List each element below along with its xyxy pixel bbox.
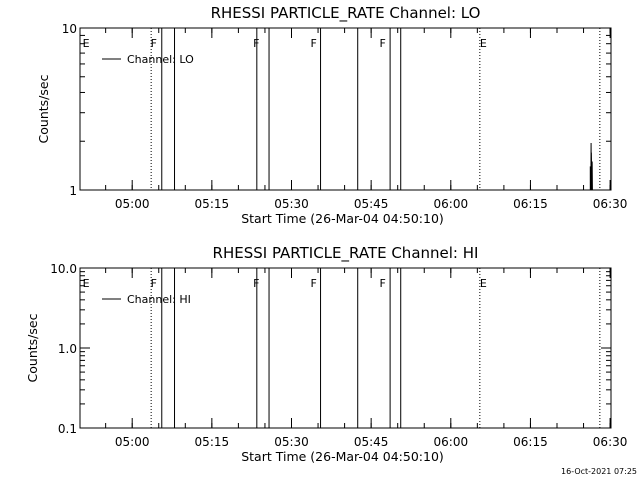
x-tick-label: 05:15 [195,197,230,211]
x-tick-label: 06:00 [434,435,469,449]
x-tick-label: 06:15 [513,435,548,449]
flag-label: E [480,37,487,50]
x-tick-label: 05:00 [115,435,150,449]
x-tick-label: 05:30 [274,197,309,211]
flag-label: F [151,277,157,290]
footer-timestamp: 16-Oct-2021 07:25 [561,467,637,476]
y-tick-label: 1 [69,184,77,198]
plot-hi-channel: RHESSI PARTICLE_RATE Channel: HI 05:00 05:… [25,244,627,464]
x-tick-label: 05:30 [274,435,309,449]
flag-label: F [379,37,385,50]
y-axis-label: Counts/sec [25,313,40,382]
x-tick-label: 05:45 [354,435,389,449]
plot-lo-channel: RHESSI PARTICLE_RATE Channel: LO 05:00 05:… [36,4,627,226]
x-tick-label: 05:00 [115,197,150,211]
flag-label: E [83,37,90,50]
x-tick-label: 06:00 [434,197,469,211]
flag-label: F [310,37,316,50]
x-tick-label: 05:15 [195,435,230,449]
x-tick-label: 06:30 [593,197,628,211]
y-tick-label: 0.1 [58,422,77,436]
x-axis-label: Start Time (26-Mar-04 04:50:10) [241,449,444,464]
flag-label: F [310,277,316,290]
legend-label: Channel: HI [127,293,191,306]
flag-label: F [379,277,385,290]
y-tick-label: 10 [62,22,77,36]
chart-title: RHESSI PARTICLE_RATE Channel: HI [213,244,479,263]
flag-label: F [253,37,259,50]
flag-label: F [151,37,157,50]
y-axis-label: Counts/sec [36,74,51,143]
chart-title: RHESSI PARTICLE_RATE Channel: LO [211,4,481,23]
plot-frame [79,267,612,429]
legend-label: Channel: LO [127,53,194,66]
flag-label: F [253,277,259,290]
plot-frame [79,27,612,191]
x-tick-label: 06:15 [513,197,548,211]
x-axis-label: Start Time (26-Mar-04 04:50:10) [241,211,444,226]
data-series-line [589,143,593,191]
flag-label: E [480,277,487,290]
y-tick-label: 1.0 [58,342,77,356]
y-tick-label: 10.0 [50,262,77,276]
x-tick-label: 06:30 [593,435,628,449]
flag-label: E [83,277,90,290]
x-tick-label: 05:45 [354,197,389,211]
